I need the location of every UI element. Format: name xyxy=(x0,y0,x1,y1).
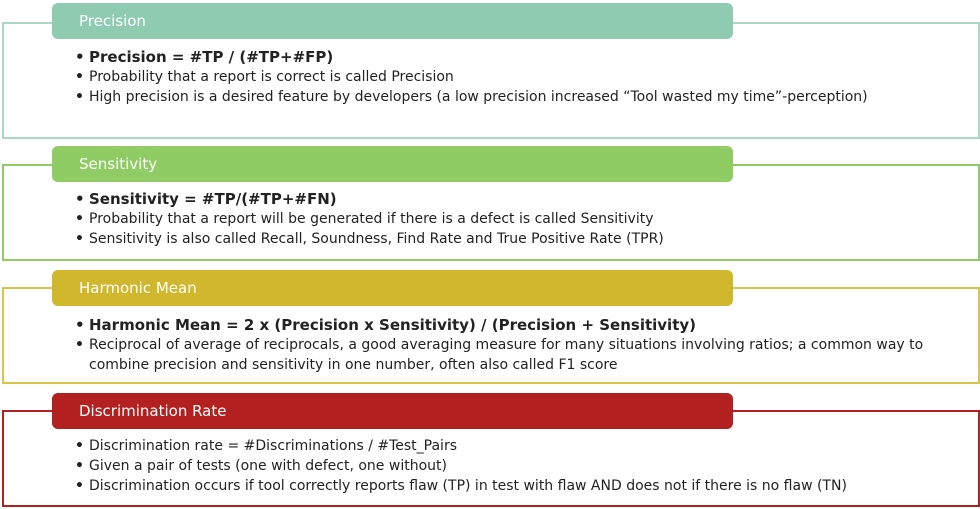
harmonic-mean-description: Reciprocal of average of reciprocals, a … xyxy=(75,335,960,375)
discrimination-rate-pair: Given a pair of tests (one with defect, … xyxy=(75,456,960,476)
discrimination-rate-header: Discrimination Rate xyxy=(52,393,733,429)
precision-bullets: Precision = #TP / (#TP+#FP) Probability … xyxy=(75,47,960,107)
precision-definition: Probability that a report is correct is … xyxy=(75,67,960,87)
harmonic-mean-formula: Harmonic Mean = 2 x (Precision x Sensiti… xyxy=(75,315,960,335)
discrimination-rate-condition: Discrimination occurs if tool correctly … xyxy=(75,476,960,496)
precision-formula: Precision = #TP / (#TP+#FP) xyxy=(75,47,960,67)
sensitivity-header: Sensitivity xyxy=(52,146,733,182)
harmonic-mean-bullets: Harmonic Mean = 2 x (Precision x Sensiti… xyxy=(75,315,960,375)
harmonic-mean-header: Harmonic Mean xyxy=(52,270,733,306)
precision-header: Precision xyxy=(52,3,733,39)
sensitivity-formula: Sensitivity = #TP/(#TP+#FN) xyxy=(75,189,960,209)
sensitivity-bullets: Sensitivity = #TP/(#TP+#FN) Probability … xyxy=(75,189,960,249)
sensitivity-definition: Probability that a report will be genera… xyxy=(75,209,960,229)
sensitivity-aliases: Sensitivity is also called Recall, Sound… xyxy=(75,229,960,249)
discrimination-rate-formula: Discrimination rate = #Discriminations /… xyxy=(75,436,960,456)
discrimination-rate-bullets: Discrimination rate = #Discriminations /… xyxy=(75,436,960,496)
precision-note: High precision is a desired feature by d… xyxy=(75,87,960,107)
